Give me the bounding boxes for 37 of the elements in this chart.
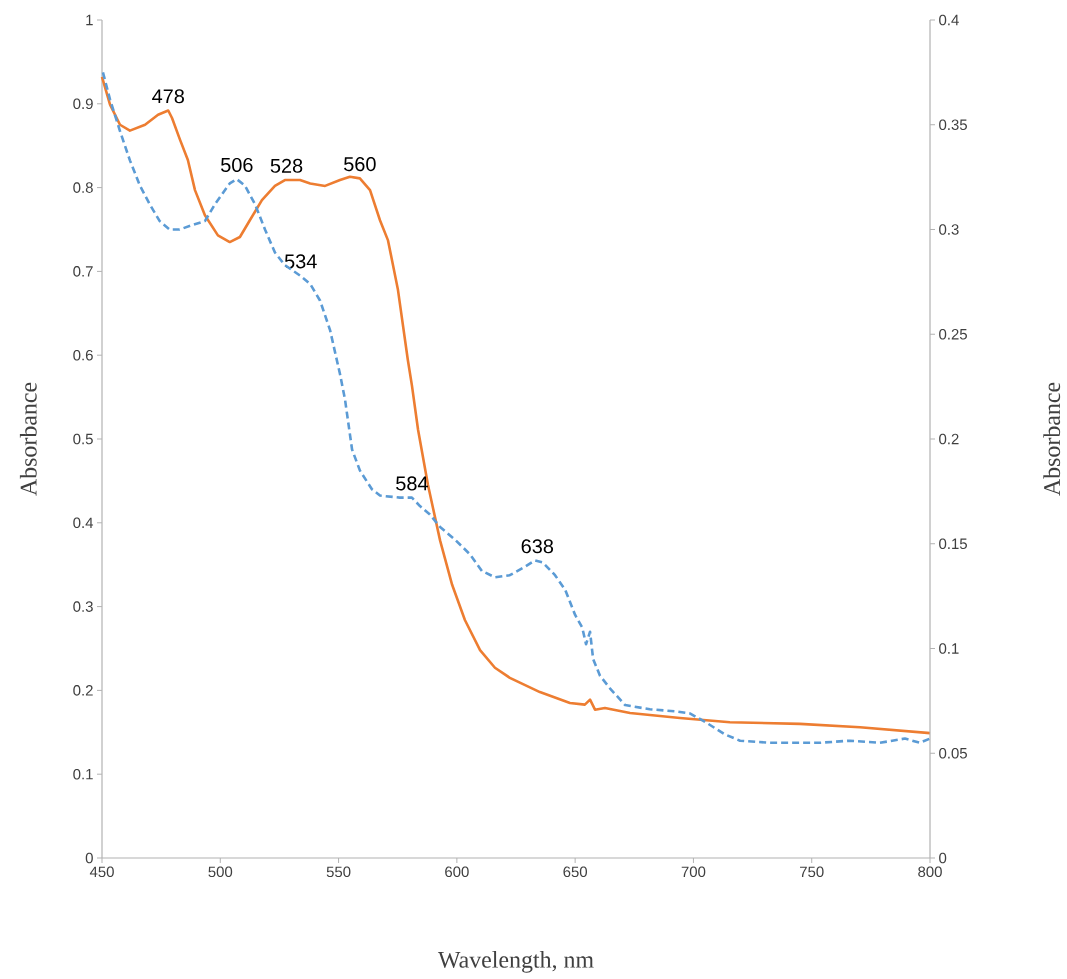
x-axis-title: Wavelength, nm: [437, 951, 594, 973]
x-tick-label: 500: [208, 866, 233, 878]
y2-tick-label: 0.1: [939, 643, 959, 654]
annotation: 638: [521, 539, 554, 554]
annotation: 528: [270, 158, 303, 173]
x-tick-label: 550: [326, 866, 351, 878]
y-tick-label: 0.8: [73, 182, 93, 193]
annotation: 534: [284, 254, 317, 269]
y-tick-label: 0.9: [73, 98, 93, 110]
y-tick-label: 0.6: [73, 349, 93, 361]
y-tick-label: 0: [85, 852, 93, 864]
annotation: 478: [152, 89, 184, 104]
y2-tick-label: 0.05: [939, 747, 967, 759]
y-tick-label: 0.4: [73, 517, 94, 529]
y2-tick-label: 0.25: [939, 328, 967, 340]
y2-tick-label: 0.35: [939, 119, 967, 131]
y2-tick-label: 0.3: [939, 224, 959, 235]
x-tick-label: 650: [563, 866, 588, 878]
y2-tick-label: 0.4: [939, 14, 959, 26]
y2-tick-label: 0.2: [939, 433, 959, 445]
y2-axis-title: Absorbance: [1043, 382, 1061, 496]
x-tick-label: 800: [918, 866, 942, 878]
y2-tick-label: 0.15: [939, 538, 967, 550]
annotation: 560: [344, 157, 376, 172]
annotation: 506: [221, 157, 253, 173]
y-axis-title: Absorbance: [19, 382, 37, 496]
y-tick-label: 0.5: [73, 433, 93, 445]
y-tick-label: 0.3: [73, 601, 93, 612]
y-tick-label: 0.2: [73, 685, 93, 696]
y-tick-label: 0.1: [73, 768, 93, 780]
x-tick-label: 700: [681, 866, 706, 878]
x-tick-label: 600: [445, 866, 469, 878]
y2-tick-label: 0: [939, 852, 947, 864]
x-tick-label: 450: [89, 866, 114, 878]
x-tick-label: 750: [800, 866, 824, 878]
y-tick-label: 0.7: [73, 266, 93, 277]
y-tick-label: 1: [86, 14, 93, 26]
